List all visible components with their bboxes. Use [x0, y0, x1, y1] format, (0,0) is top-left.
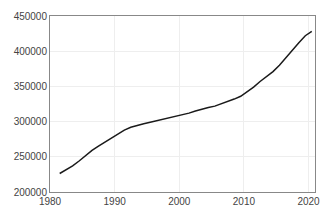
svg-text:300000: 300000 [14, 116, 48, 127]
svg-text:1990: 1990 [104, 196, 127, 207]
svg-text:200000: 200000 [14, 187, 48, 198]
svg-text:2020: 2020 [297, 196, 320, 207]
svg-text:2010: 2010 [233, 196, 256, 207]
svg-text:250000: 250000 [14, 151, 48, 162]
svg-text:2000: 2000 [168, 196, 191, 207]
svg-text:350000: 350000 [14, 81, 48, 92]
svg-text:450000: 450000 [14, 11, 48, 22]
svg-text:400000: 400000 [14, 46, 48, 57]
svg-text:1980: 1980 [39, 196, 62, 207]
